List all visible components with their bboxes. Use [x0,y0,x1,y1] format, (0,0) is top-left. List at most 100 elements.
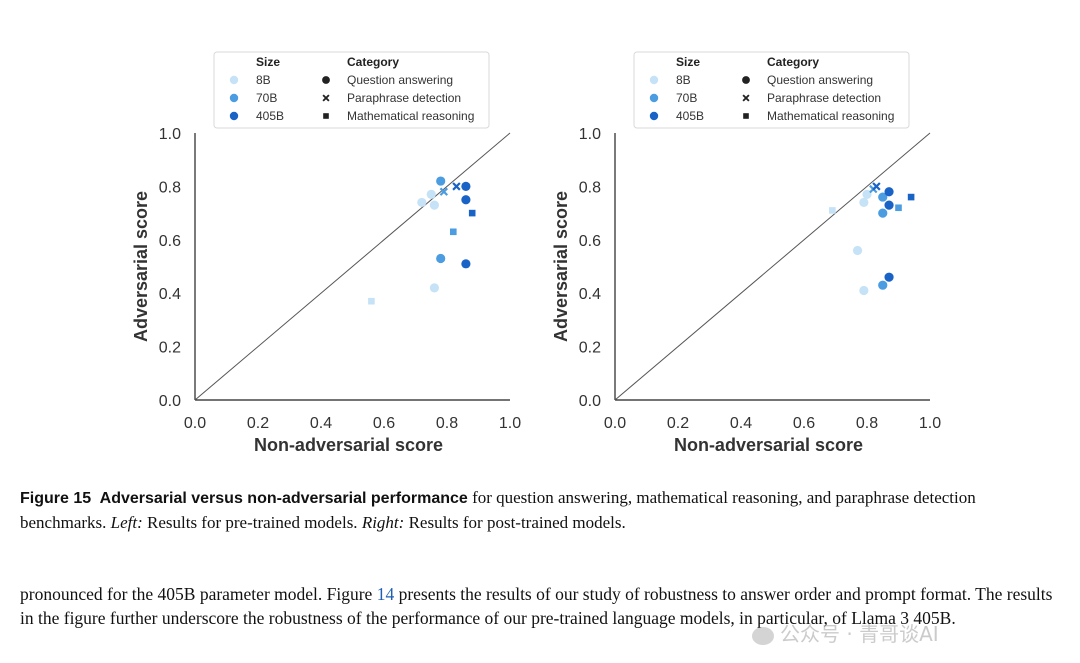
left-chart-panel: 0.0 0.2 0.4 0.6 0.8 1.0 0.0 0.2 0.4 0.6 0.8 1.0 Non-… [131,51,521,455]
caption-left-text: Results for pre-trained models. [142,513,362,532]
wechat-icon [752,626,774,645]
data-point [439,187,449,196]
data-point [468,209,476,217]
y-axis-title: Adversarial score [131,191,151,342]
legend-size-label: 70B [256,91,277,105]
caption-right-label: Right: [361,513,405,532]
data-point [452,182,461,191]
x-tick-label: 0.2 [247,415,269,432]
data-point [862,189,872,200]
legend-category-marker [323,113,329,119]
legend-category-marker [322,94,330,102]
legend-category-label: Mathematical reasoning [347,109,474,123]
x-tick-label: 0.6 [793,415,815,432]
legend-category-marker [742,94,750,102]
body-paragraph: pronounced for the 405B parameter model.… [20,582,1060,630]
legend-size-label: 70B [676,91,697,105]
data-point [461,195,471,205]
data-point [426,189,436,200]
legend-category-marker [742,76,750,84]
legend-size-marker [649,111,659,121]
y-tick-label: 0.8 [159,179,181,196]
x-tick-label: 1.0 [499,415,521,432]
data-point [368,297,375,305]
caption-text: for question answering, mathematical rea… [20,488,976,532]
data-point [878,280,888,290]
caption-title: Adversarial versus non-adversarial perfo… [99,490,468,507]
legend-size-label: 405B [256,109,284,123]
legend-box [633,51,910,129]
watermark: 公众号 · 青哥谈AI [752,618,939,647]
legend-size-marker [229,93,239,103]
legend-category-label: Paraphrase detection [347,91,461,105]
legend-size-marker [229,111,239,121]
legend-category-label: Paraphrase detection [767,91,881,105]
data-point [436,253,446,264]
legend-category-label: Question answering [347,73,453,87]
x-tick-label: 0.8 [436,415,458,432]
x-tick-label: 0.0 [604,415,626,432]
data-point [429,200,439,210]
figure-charts: 0.0 0.2 0.4 0.6 0.8 1.0 0.0 0.2 0.4 0.6 0.8 1.0 Non-… [131,51,941,455]
x-tick-label: 0.4 [310,415,332,432]
body-text-part1: pronounced for the 405B parameter model.… [20,584,377,604]
caption-right-text: Results for post-trained models. [404,513,626,532]
watermark-text: 公众号 · 青哥谈AI [780,622,939,646]
data-point [829,207,836,214]
data-point [450,228,457,236]
legend-category-marker [322,76,330,84]
legend-size-marker [649,93,659,103]
caption-label: Figure 15 [20,490,92,507]
y-tick-label: 1.0 [579,126,601,143]
y-tick-label: 0.2 [159,340,181,357]
right-chart-panel: 0.0 0.2 0.4 0.6 0.8 1.0 0.0 0.2 0.4 0.6 0.8 1.0 Non-… [551,51,941,455]
y-axis-title: Adversarial score [551,191,571,342]
legend-box [213,51,490,129]
figure-reference-link[interactable]: 14 [376,584,395,604]
data-point [859,285,869,296]
y-tick-label: 0.4 [579,286,601,303]
legend-size-marker [649,75,659,85]
data-point [461,259,471,269]
diagonal-reference-line [194,132,511,401]
y-tick-label: 0.8 [579,179,601,196]
y-tick-label: 0.0 [579,393,601,410]
x-axis-title: Non-adversarial score [674,435,863,455]
data-point [872,182,881,191]
data-point [895,204,902,212]
data-point [884,272,894,282]
data-point [852,245,863,256]
y-tick-label: 0.2 [579,340,601,357]
data-point [907,193,915,201]
body-text-part2: presents the results of our study of rob… [20,584,1053,628]
data-point [429,283,439,293]
y-tick-label: 0.0 [159,393,181,410]
data-point [878,192,888,202]
x-tick-label: 0.4 [730,415,752,432]
legend-size-label: 8B [256,73,271,87]
legend-size-title: Size [676,55,700,69]
x-tick-label: 1.0 [919,415,941,432]
data-point [417,197,427,208]
x-tick-label: 0.0 [184,415,206,432]
data-point [884,200,894,210]
x-tick-label: 0.8 [856,415,878,432]
y-tick-label: 0.6 [159,233,181,250]
data-point [461,181,471,191]
legend-size-label: 405B [676,109,704,123]
diagonal-reference-line [614,132,931,401]
legend-size-label: 8B [676,73,691,87]
y-tick-label: 1.0 [159,126,181,143]
figure-caption: Figure 15 Adversarial versus non-adversa… [20,486,1060,535]
legend-category-label: Mathematical reasoning [767,109,894,123]
legend-category-label: Question answering [767,73,873,87]
x-tick-label: 0.2 [667,415,689,432]
legend-size-title: Size [256,55,280,69]
data-point [436,176,446,186]
y-tick-label: 0.6 [579,233,601,250]
legend-category-marker [743,113,749,119]
caption-left-label: Left: [110,513,143,532]
legend-category-title: Category [767,55,819,69]
data-point [884,187,894,197]
legend-category-title: Category [347,55,399,69]
